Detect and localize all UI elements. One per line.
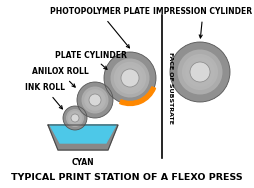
Text: ANILOX ROLL: ANILOX ROLL [32, 67, 88, 87]
Polygon shape [50, 125, 116, 143]
Circle shape [169, 42, 229, 102]
Circle shape [189, 62, 209, 82]
Text: PHOTOPOLYMER PLATE: PHOTOPOLYMER PLATE [50, 8, 149, 48]
Text: FACE OF SUBSTRATE: FACE OF SUBSTRATE [167, 52, 172, 124]
Text: CYAN: CYAN [71, 158, 94, 167]
Circle shape [104, 52, 155, 104]
Polygon shape [48, 125, 118, 150]
Wedge shape [119, 87, 155, 105]
Text: TYPICAL PRINT STATION OF A FLEXO PRESS: TYPICAL PRINT STATION OF A FLEXO PRESS [11, 173, 242, 182]
Circle shape [177, 49, 222, 95]
Text: IMPRESSION CYLINDER: IMPRESSION CYLINDER [153, 8, 251, 38]
Circle shape [113, 62, 146, 94]
Circle shape [63, 106, 87, 130]
Circle shape [71, 114, 79, 122]
Text: INK ROLL: INK ROLL [25, 83, 65, 109]
Circle shape [117, 65, 142, 91]
Circle shape [110, 58, 149, 98]
Circle shape [66, 109, 84, 127]
Circle shape [69, 112, 81, 124]
Circle shape [68, 111, 82, 125]
Circle shape [77, 82, 113, 118]
Circle shape [121, 69, 138, 87]
Circle shape [184, 57, 214, 87]
Text: PLATE CYLINDER: PLATE CYLINDER [55, 51, 126, 69]
Circle shape [89, 94, 101, 106]
Circle shape [84, 89, 105, 111]
Circle shape [81, 86, 108, 114]
Circle shape [181, 54, 217, 90]
Circle shape [86, 91, 104, 109]
